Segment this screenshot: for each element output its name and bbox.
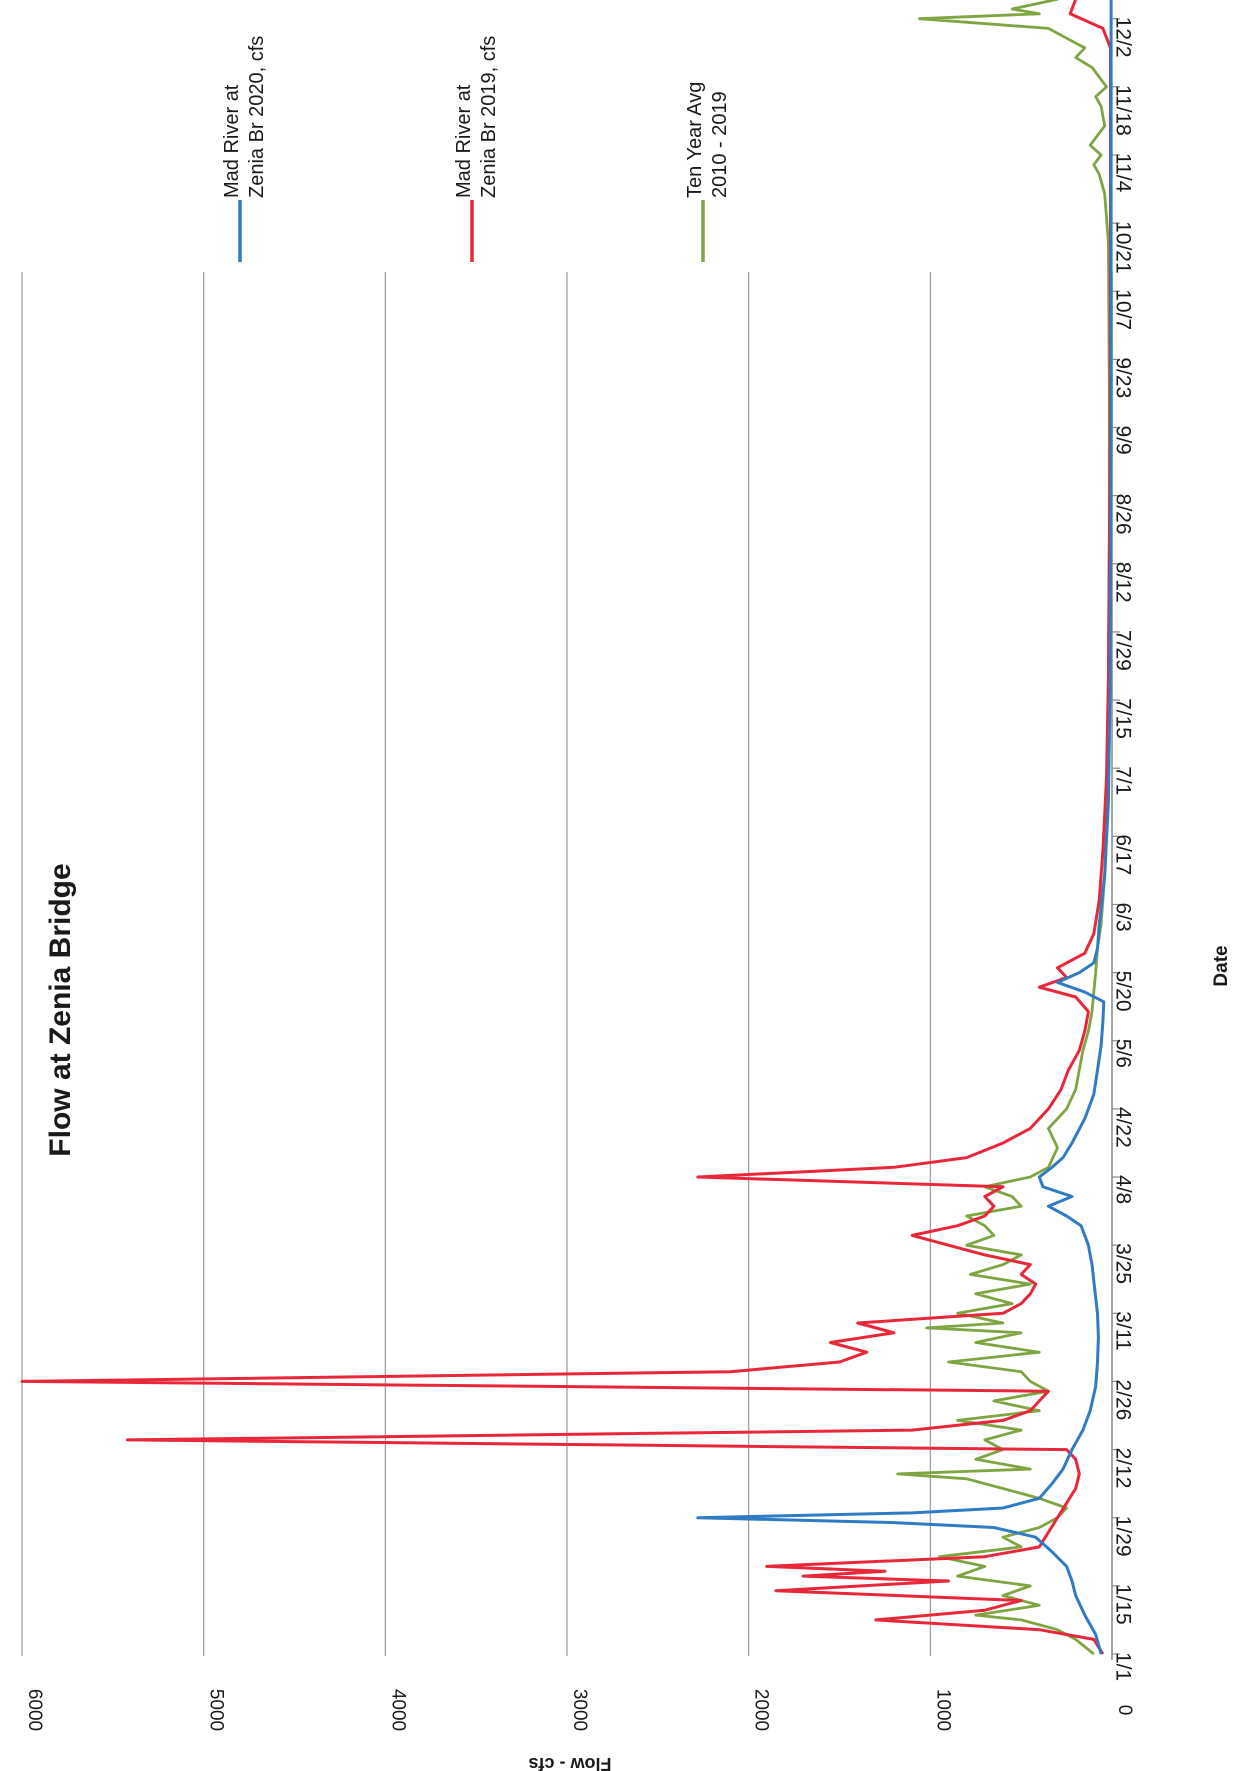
y-tick-label: 3000 xyxy=(569,1689,590,1731)
y-tick-label: 1000 xyxy=(932,1689,953,1731)
legend-label-line: Zenia Br 2020, cfs xyxy=(246,36,268,198)
x-tick-label: 4/8 xyxy=(1112,1175,1135,1204)
x-tick-label: 2/26 xyxy=(1112,1379,1135,1420)
legend: Mad River at Zenia Br 2020, cfs Mad River … xyxy=(221,36,731,262)
x-tick-label: 3/11 xyxy=(1112,1311,1135,1350)
x-tick-label: 11/18 xyxy=(1112,85,1135,136)
legend-label-line: Zenia Br 2019, cfs xyxy=(478,36,500,198)
series-line-3 xyxy=(896,0,1111,1656)
x-tick-label: 10/21 xyxy=(1112,221,1135,274)
x-tick-label: 5/20 xyxy=(1112,971,1135,1012)
x-tick-label: 9/23 xyxy=(1112,357,1135,398)
legend-label-3: Ten Year Avg 2010 - 2019 xyxy=(684,82,731,198)
legend-label-line: Ten Year Avg xyxy=(684,82,706,198)
y-axis-label: Flow - cfs xyxy=(528,1754,611,1771)
x-axis-label: Date xyxy=(1211,945,1232,986)
x-ticks: 1/1 1/15 1/29 2/12 2/26 3/11 3/25 4/8 4/22 5/6 5/2… xyxy=(1112,0,1135,1681)
x-tick-label: 11/4 xyxy=(1112,153,1135,193)
x-tick-label: 5/6 xyxy=(1112,1039,1135,1068)
legend-label-2: Mad River at Zenia Br 2019, cfs xyxy=(453,36,500,198)
chart-title: Flow at Zenia Bridge xyxy=(44,863,77,1156)
x-tick-label: 8/12 xyxy=(1112,562,1135,603)
y-tick-label: 5000 xyxy=(206,1689,227,1731)
x-tick-label: 7/15 xyxy=(1112,698,1135,739)
x-tick-label: 12/2 xyxy=(1112,17,1135,58)
series-line-2 xyxy=(20,0,1112,1655)
x-tick-label: 1/1 xyxy=(1112,1652,1135,1681)
series-lines xyxy=(20,0,1113,1656)
x-tick-label: 1/29 xyxy=(1112,1516,1135,1557)
series-line-1 xyxy=(696,0,1113,1655)
x-tick-label: 7/29 xyxy=(1112,630,1135,671)
x-tick-label: 8/26 xyxy=(1112,494,1135,535)
x-tick-label: 2/12 xyxy=(1112,1448,1135,1489)
y-tick-label: 0 xyxy=(1114,1705,1135,1716)
x-tick-label: 4/22 xyxy=(1112,1107,1135,1148)
x-tick-label: 10/7 xyxy=(1112,289,1135,330)
legend-label-line: 2010 - 2019 xyxy=(709,91,731,198)
y-ticks: 0 1000 2000 3000 4000 5000 6000 xyxy=(24,1689,1135,1731)
x-tick-label: 12/16 xyxy=(1112,0,1135,1)
y-tick-label: 6000 xyxy=(24,1689,45,1731)
x-tick-label: 9/9 xyxy=(1112,426,1135,455)
legend-label-1: Mad River at Zenia Br 2020, cfs xyxy=(221,36,268,198)
x-tick-label: 6/17 xyxy=(1112,834,1135,875)
legend-label-line: Mad River at xyxy=(453,84,475,198)
x-tick-label: 7/1 xyxy=(1112,766,1135,795)
y-tick-label: 4000 xyxy=(387,1689,408,1731)
legend-label-line: Mad River at xyxy=(221,84,243,198)
gridlines xyxy=(21,272,931,1656)
x-tick-label: 6/3 xyxy=(1112,902,1135,931)
x-tick-label: 1/15 xyxy=(1112,1584,1135,1625)
x-tick-label: 3/25 xyxy=(1112,1243,1135,1284)
y-tick-label: 2000 xyxy=(751,1689,772,1731)
